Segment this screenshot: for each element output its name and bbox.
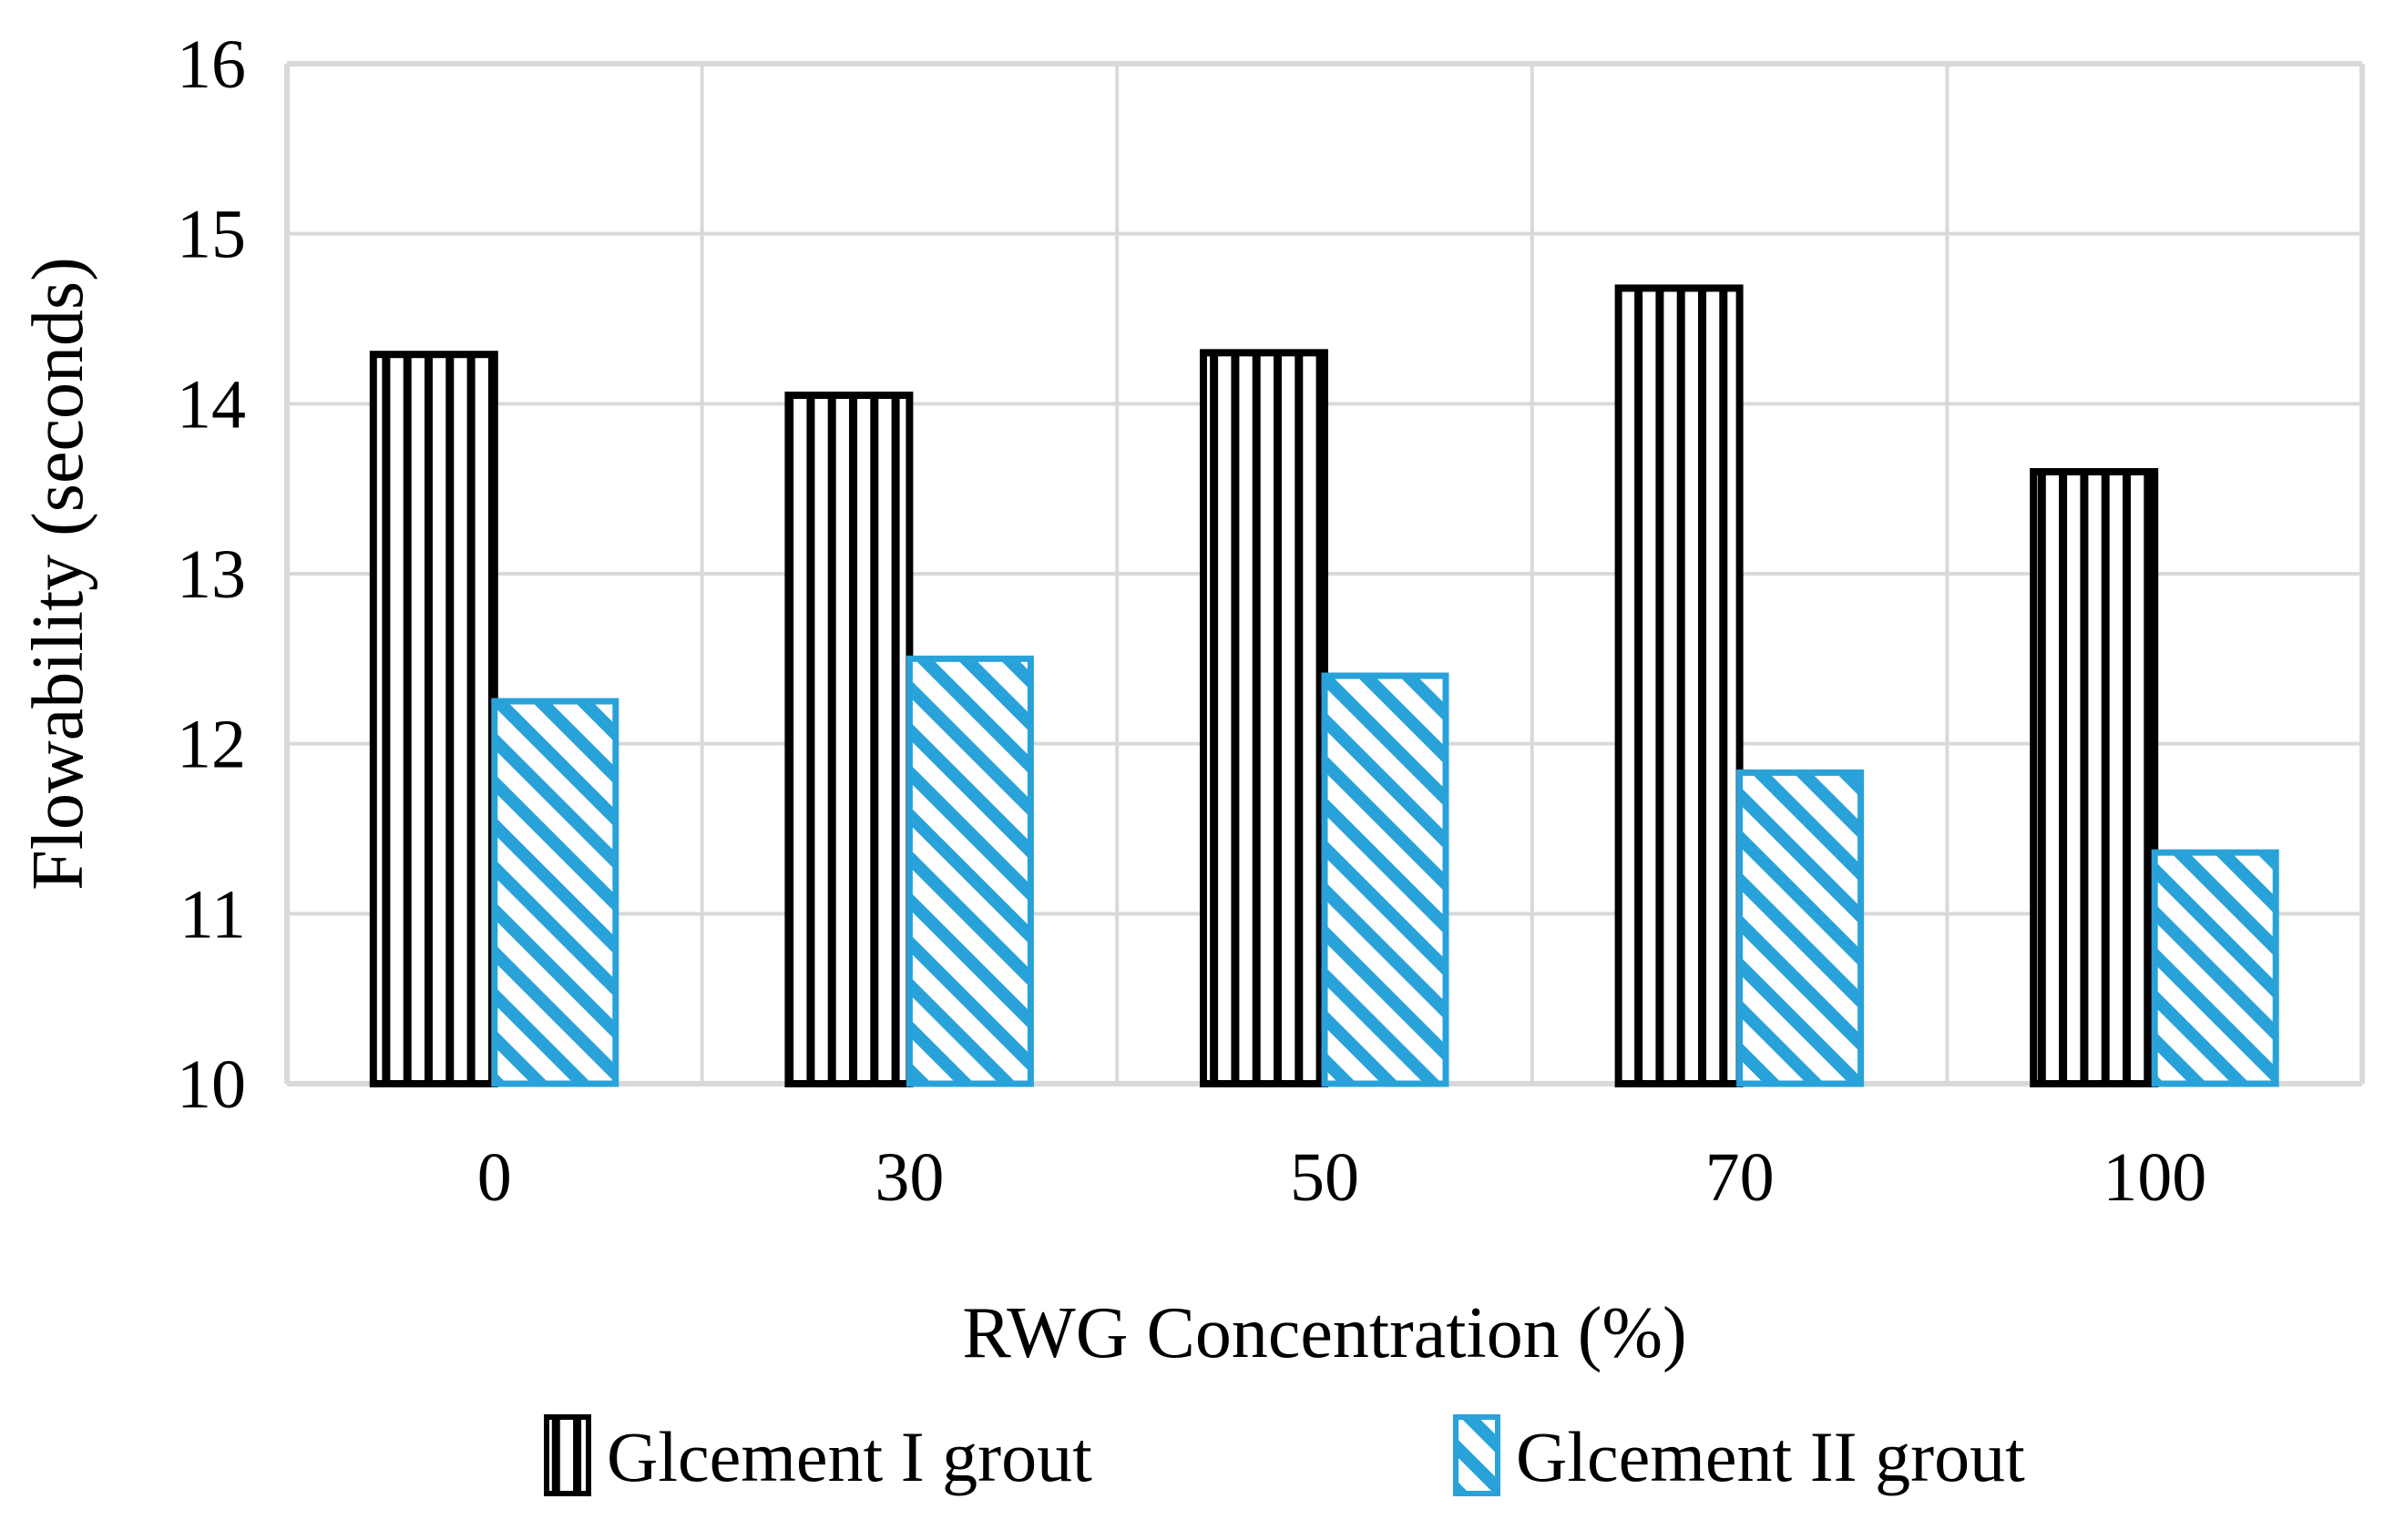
y-tick-label-14: 14	[177, 366, 246, 443]
axis-tick-labels: 0 30 50 70 100 10 11 12 13 14 15 16	[177, 26, 2206, 1216]
y-axis-title: Flowability (seconds)	[18, 257, 98, 890]
y-tick-label-12: 12	[177, 707, 246, 783]
bar-glcement-i-30	[784, 392, 914, 1087]
bar-glcement-ii-50	[1321, 672, 1449, 1087]
bar-glcement-i-70	[1614, 284, 1744, 1087]
legend-label-glcement-ii: Glcement II grout	[1516, 1417, 2025, 1496]
x-tick-label-70: 70	[1705, 1139, 1775, 1216]
legend-swatch-glcement-ii	[1453, 1414, 1500, 1496]
bars	[369, 284, 2279, 1088]
bar-glcement-i-0	[369, 351, 498, 1087]
legend-swatch-glcement-i	[544, 1414, 591, 1496]
y-tick-label-11: 11	[179, 876, 246, 953]
x-tick-label-30: 30	[875, 1139, 944, 1216]
bar-glcement-ii-30	[906, 655, 1034, 1087]
y-tick-label-10: 10	[177, 1046, 246, 1123]
legend-label-glcement-i: Glcement I grout	[607, 1417, 1092, 1496]
x-tick-label-50: 50	[1290, 1139, 1359, 1216]
x-tick-label-100: 100	[2103, 1139, 2206, 1216]
y-tick-label-16: 16	[177, 26, 246, 103]
y-tick-label-15: 15	[177, 197, 246, 273]
bar-glcement-ii-0	[491, 698, 619, 1087]
legend: Glcement I grout Glcement II grout	[544, 1414, 2025, 1496]
bar-glcement-i-100	[2030, 468, 2159, 1087]
x-axis-title: RWG Concentration (%)	[962, 1293, 1686, 1373]
x-tick-label-0: 0	[477, 1139, 512, 1216]
bar-glcement-ii-70	[1736, 769, 1865, 1087]
y-tick-label-13: 13	[177, 536, 246, 613]
bar-glcement-i-50	[1200, 349, 1328, 1088]
bar-glcement-ii-100	[2151, 849, 2279, 1087]
